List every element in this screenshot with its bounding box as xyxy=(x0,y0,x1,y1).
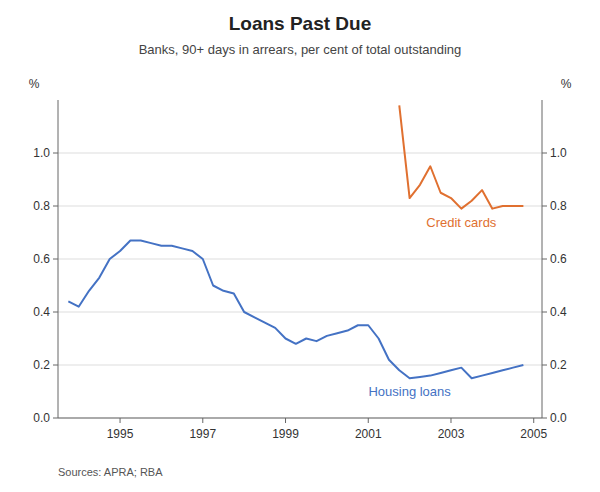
x-tick-label: 1995 xyxy=(107,427,134,441)
grid-line xyxy=(58,206,542,207)
x-tick xyxy=(285,418,286,423)
y-axis-label: % xyxy=(29,77,40,91)
subtitle: Banks, 90+ days in arrears, per cent of … xyxy=(139,42,462,57)
y2-tick xyxy=(542,259,547,260)
x-tick-label: 1997 xyxy=(189,427,216,441)
y2-tick xyxy=(542,365,547,366)
y2-tick xyxy=(542,206,547,207)
y2-tick-label: 0.6 xyxy=(550,252,567,266)
y-tick-label: 1.0 xyxy=(33,146,50,160)
y-tick xyxy=(53,312,58,313)
axes: 0.0 0.2 0.4 0.6 0.8 1.0 0.0 0.2 0.4 0.6 0.8 1.0 1995… xyxy=(33,100,567,441)
y2-axis-line xyxy=(542,100,543,418)
grid-line xyxy=(58,365,542,366)
x-tick-label: 2003 xyxy=(438,427,465,441)
y2-axis-label: % xyxy=(561,77,572,91)
x-tick xyxy=(202,418,203,423)
x-tick xyxy=(533,418,534,423)
grid-line xyxy=(58,259,542,260)
title: Loans Past Due xyxy=(229,13,372,34)
x-axis-line xyxy=(58,418,542,419)
y2-tick-label: 1.0 xyxy=(550,146,567,160)
y-tick-label: 0.0 xyxy=(33,411,50,425)
grid-line xyxy=(58,312,542,313)
y-axis-line xyxy=(58,100,59,418)
series-line xyxy=(68,240,523,378)
background xyxy=(0,0,600,492)
y2-tick xyxy=(542,312,547,313)
y2-tick xyxy=(542,418,547,419)
y2-tick-label: 0.4 xyxy=(550,305,567,319)
y2-tick xyxy=(542,153,547,154)
x-tick xyxy=(120,418,121,423)
x-tick xyxy=(450,418,451,423)
source: Sources: APRA; RBA xyxy=(58,466,163,478)
y2-tick-label: 0.0 xyxy=(550,411,567,425)
y-tick xyxy=(53,259,58,260)
x-tick-label: 2005 xyxy=(520,427,547,441)
lines xyxy=(68,105,523,378)
series-line xyxy=(399,105,523,208)
y-tick xyxy=(53,365,58,366)
y-tick-label: 0.2 xyxy=(33,358,50,372)
y2-tick-label: 0.8 xyxy=(550,199,567,213)
y-tick-label: 0.6 xyxy=(33,252,50,266)
y-tick-label: 0.8 xyxy=(33,199,50,213)
y2-tick-label: 0.2 xyxy=(550,358,567,372)
x-tick xyxy=(368,418,369,423)
line-labels: Housing loans Credit cards xyxy=(368,215,496,400)
grid xyxy=(58,153,542,418)
grid-line xyxy=(58,153,542,154)
y-tick xyxy=(53,153,58,154)
series-label: Credit cards xyxy=(426,215,497,230)
y-tick xyxy=(53,418,58,419)
series-label: Housing loans xyxy=(368,384,451,399)
y-tick-label: 0.4 xyxy=(33,305,50,319)
x-tick-label: 2001 xyxy=(355,427,382,441)
y-tick xyxy=(53,206,58,207)
grid-line xyxy=(58,418,542,419)
x-tick-label: 1999 xyxy=(272,427,299,441)
